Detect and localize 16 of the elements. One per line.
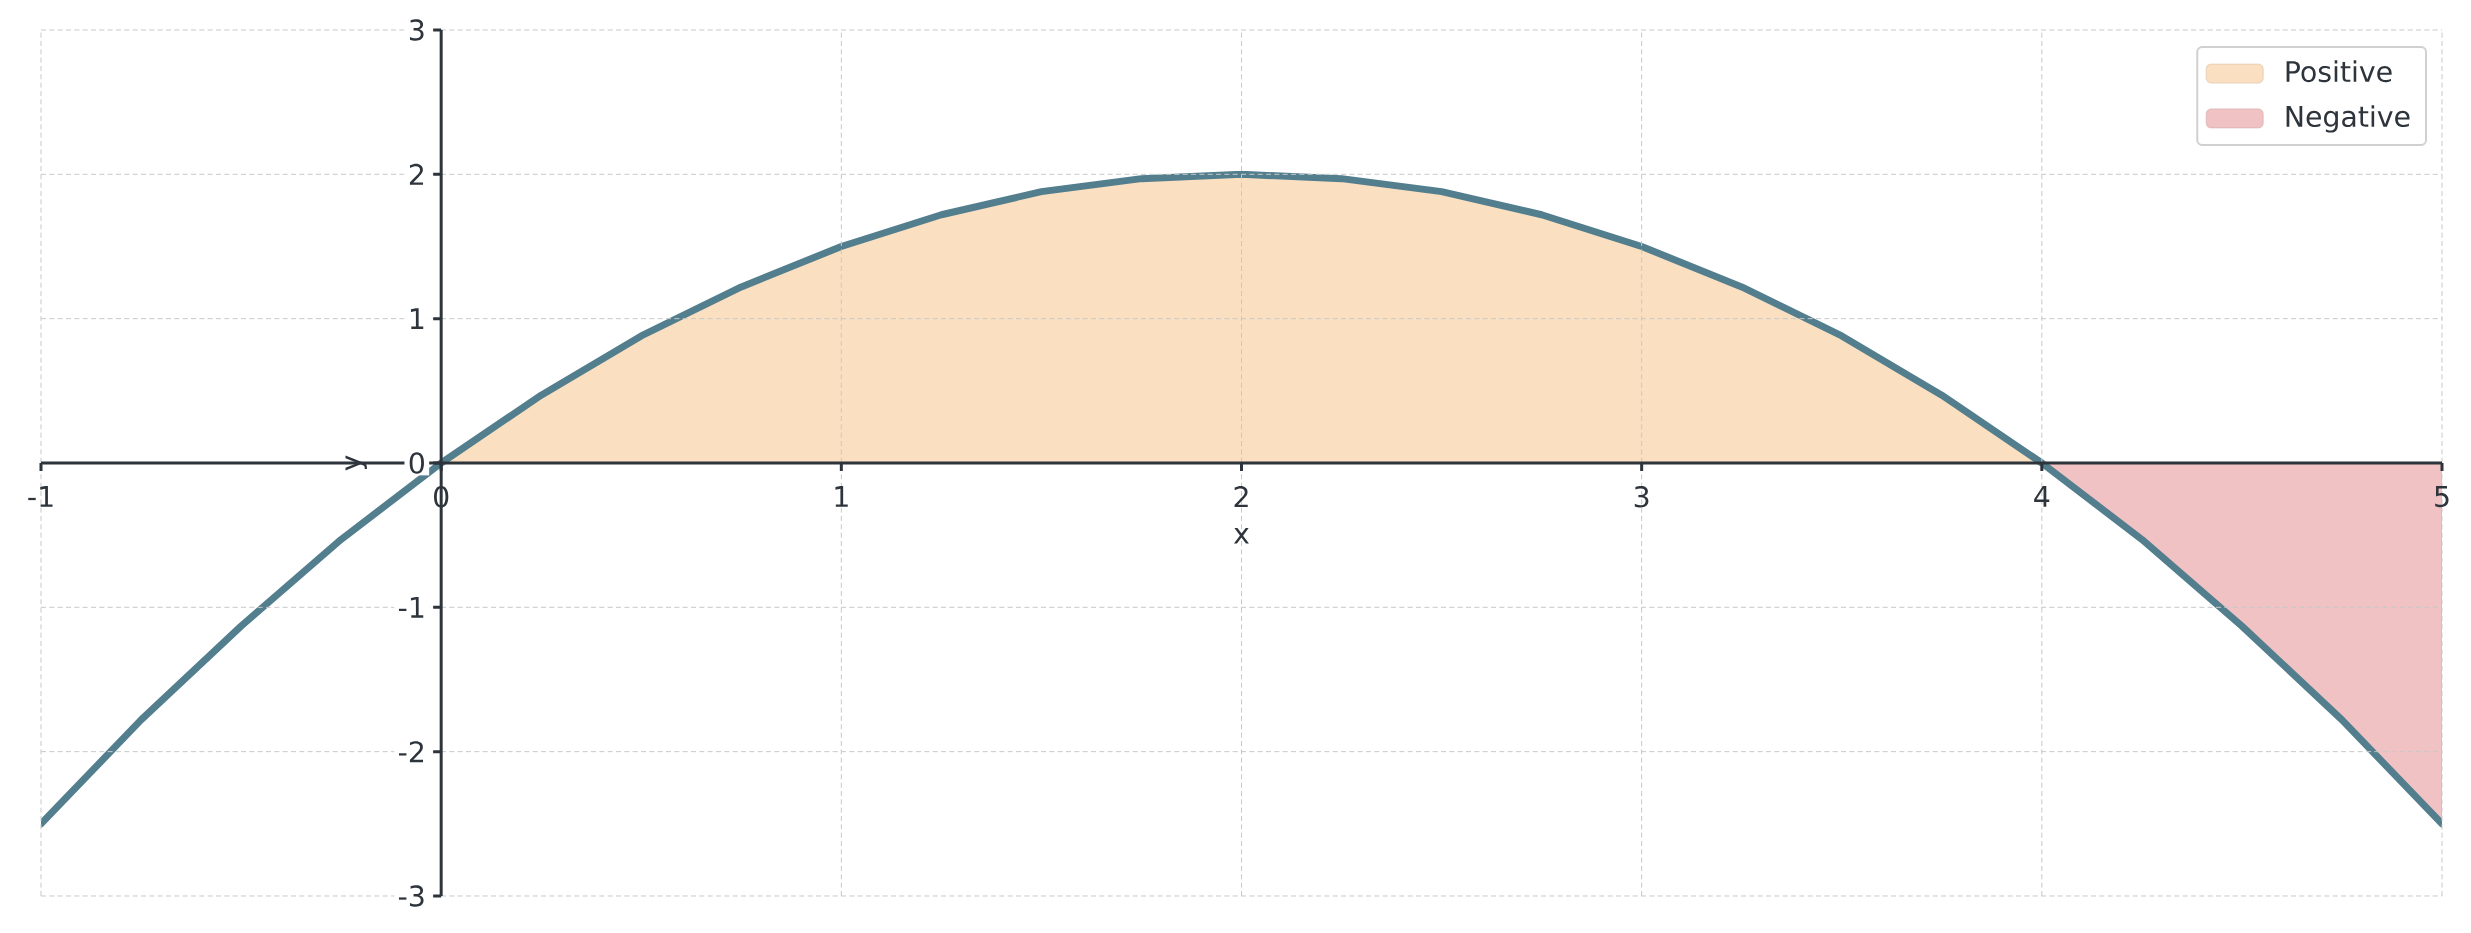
x-tick-label: 5 [2435,486,2449,508]
x-tick-label: 1 [835,486,848,507]
y-tick-label: 2 [409,163,424,185]
legend-label: Negative [2286,105,2410,133]
y-tick-label: -2 [398,741,424,763]
y-tick-label: -1 [398,596,424,618]
legend-label: Positive [2286,60,2392,83]
y-tick-label: 3 [409,19,424,41]
x-axis-title: x [1233,528,1249,544]
x-tick-label: 4 [2034,486,2050,507]
y-tick-label: 1 [410,308,424,329]
x-tick-label: 2 [1234,486,1248,508]
x-tick-label: 3 [1634,486,1649,508]
x-tick-label: -1 [28,486,53,507]
y-tick-label: 0 [409,452,424,474]
y-tick-label: -3 [398,885,424,907]
